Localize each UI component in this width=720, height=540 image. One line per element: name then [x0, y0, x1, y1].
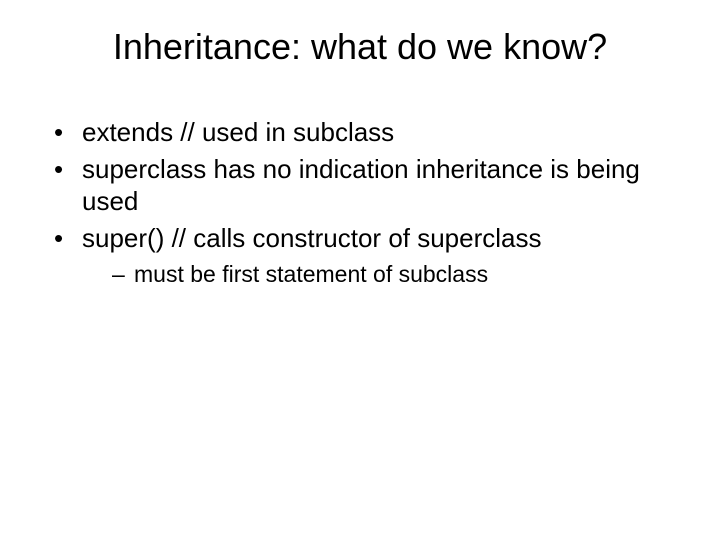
slide-title: Inheritance: what do we know?	[40, 26, 680, 68]
bullet-list: extends // used in subclass superclass h…	[40, 116, 680, 289]
bullet-item: extends // used in subclass	[54, 116, 680, 149]
bullet-item: super() // calls constructor of supercla…	[54, 222, 680, 289]
bullet-text: super() // calls constructor of supercla…	[82, 223, 542, 253]
slide: Inheritance: what do we know? extends //…	[0, 0, 720, 540]
sub-bullet-list: must be first statement of subclass	[82, 260, 680, 289]
sub-bullet-item: must be first statement of subclass	[112, 260, 680, 289]
bullet-text: superclass has no indication inheritance…	[82, 154, 640, 217]
bullet-text: extends // used in subclass	[82, 117, 394, 147]
bullet-item: superclass has no indication inheritance…	[54, 153, 680, 218]
sub-bullet-text: must be first statement of subclass	[134, 261, 488, 287]
